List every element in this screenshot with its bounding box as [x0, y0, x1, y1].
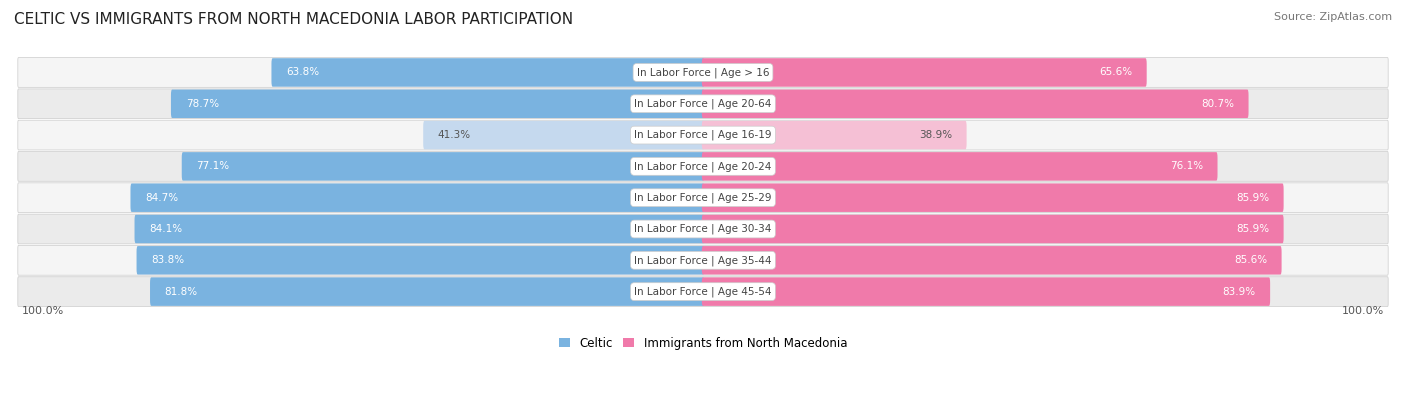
Text: 84.1%: 84.1%: [149, 224, 183, 234]
FancyBboxPatch shape: [702, 183, 1284, 212]
Text: 81.8%: 81.8%: [165, 287, 198, 297]
Text: 100.0%: 100.0%: [21, 306, 65, 316]
FancyBboxPatch shape: [702, 277, 1270, 306]
Text: In Labor Force | Age 30-34: In Labor Force | Age 30-34: [634, 224, 772, 234]
Text: In Labor Force | Age 16-19: In Labor Force | Age 16-19: [634, 130, 772, 140]
FancyBboxPatch shape: [18, 183, 1388, 213]
Text: 85.9%: 85.9%: [1236, 224, 1268, 234]
FancyBboxPatch shape: [702, 246, 1282, 275]
Text: 76.1%: 76.1%: [1170, 162, 1202, 171]
FancyBboxPatch shape: [131, 183, 704, 212]
Text: 77.1%: 77.1%: [197, 162, 229, 171]
Text: In Labor Force | Age 20-64: In Labor Force | Age 20-64: [634, 98, 772, 109]
FancyBboxPatch shape: [172, 90, 704, 118]
FancyBboxPatch shape: [18, 58, 1388, 87]
FancyBboxPatch shape: [18, 214, 1388, 244]
FancyBboxPatch shape: [423, 121, 704, 149]
FancyBboxPatch shape: [135, 215, 704, 243]
Text: 38.9%: 38.9%: [918, 130, 952, 140]
Text: 83.9%: 83.9%: [1222, 287, 1256, 297]
Text: 80.7%: 80.7%: [1201, 99, 1234, 109]
FancyBboxPatch shape: [702, 121, 966, 149]
FancyBboxPatch shape: [702, 90, 1249, 118]
Text: 84.7%: 84.7%: [145, 193, 179, 203]
Text: In Labor Force | Age 45-54: In Labor Force | Age 45-54: [634, 286, 772, 297]
Text: Source: ZipAtlas.com: Source: ZipAtlas.com: [1274, 12, 1392, 22]
Legend: Celtic, Immigrants from North Macedonia: Celtic, Immigrants from North Macedonia: [558, 337, 848, 350]
FancyBboxPatch shape: [18, 245, 1388, 275]
Text: 63.8%: 63.8%: [287, 68, 319, 77]
Text: 65.6%: 65.6%: [1099, 68, 1132, 77]
Text: In Labor Force | Age 20-24: In Labor Force | Age 20-24: [634, 161, 772, 172]
FancyBboxPatch shape: [271, 58, 704, 87]
Text: In Labor Force | Age 25-29: In Labor Force | Age 25-29: [634, 192, 772, 203]
Text: 85.9%: 85.9%: [1236, 193, 1268, 203]
Text: 100.0%: 100.0%: [1341, 306, 1385, 316]
Text: 41.3%: 41.3%: [437, 130, 471, 140]
Text: 85.6%: 85.6%: [1234, 255, 1267, 265]
FancyBboxPatch shape: [18, 89, 1388, 118]
FancyBboxPatch shape: [702, 152, 1218, 181]
Text: 83.8%: 83.8%: [152, 255, 184, 265]
FancyBboxPatch shape: [702, 58, 1147, 87]
FancyBboxPatch shape: [18, 120, 1388, 150]
Text: In Labor Force | Age 35-44: In Labor Force | Age 35-44: [634, 255, 772, 265]
FancyBboxPatch shape: [150, 277, 704, 306]
FancyBboxPatch shape: [18, 152, 1388, 181]
Text: In Labor Force | Age > 16: In Labor Force | Age > 16: [637, 67, 769, 78]
FancyBboxPatch shape: [136, 246, 704, 275]
FancyBboxPatch shape: [181, 152, 704, 181]
FancyBboxPatch shape: [18, 277, 1388, 307]
Text: 78.7%: 78.7%: [186, 99, 219, 109]
Text: CELTIC VS IMMIGRANTS FROM NORTH MACEDONIA LABOR PARTICIPATION: CELTIC VS IMMIGRANTS FROM NORTH MACEDONI…: [14, 12, 574, 27]
FancyBboxPatch shape: [702, 215, 1284, 243]
